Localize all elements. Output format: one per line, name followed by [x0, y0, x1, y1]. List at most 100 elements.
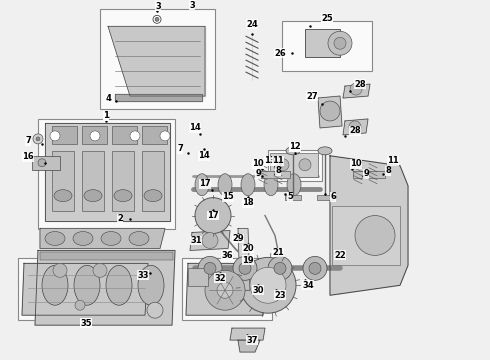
Circle shape [90, 131, 100, 141]
Circle shape [277, 159, 289, 171]
Text: 22: 22 [334, 251, 346, 260]
Bar [142, 151, 164, 211]
Text: 32: 32 [214, 274, 226, 283]
Circle shape [328, 31, 352, 55]
Polygon shape [238, 229, 250, 290]
Polygon shape [186, 264, 265, 315]
Circle shape [268, 256, 292, 280]
Text: 16: 16 [22, 152, 34, 161]
Text: 8: 8 [275, 166, 281, 175]
Ellipse shape [84, 190, 102, 202]
Text: 1: 1 [103, 112, 109, 121]
Ellipse shape [144, 190, 162, 202]
Polygon shape [40, 229, 165, 248]
Text: 11: 11 [387, 156, 399, 165]
Ellipse shape [42, 265, 68, 305]
Circle shape [33, 134, 43, 144]
Text: 20: 20 [242, 244, 254, 253]
Bar [112, 151, 134, 211]
Text: 36: 36 [221, 251, 233, 260]
Ellipse shape [241, 174, 255, 195]
Ellipse shape [106, 265, 132, 305]
Text: 7: 7 [25, 136, 31, 145]
Ellipse shape [264, 174, 278, 195]
Ellipse shape [74, 265, 100, 305]
Circle shape [240, 257, 296, 313]
Polygon shape [190, 230, 230, 251]
Circle shape [36, 137, 40, 141]
Text: 29: 29 [232, 234, 244, 243]
Text: 31: 31 [190, 236, 202, 245]
Bar [268, 150, 322, 181]
Bar [32, 156, 60, 170]
Bar [112, 126, 137, 144]
Text: 27: 27 [306, 91, 318, 100]
Bar [332, 206, 400, 265]
Polygon shape [318, 96, 342, 128]
Polygon shape [238, 340, 260, 352]
Ellipse shape [218, 174, 232, 195]
Circle shape [130, 131, 140, 141]
Text: 14: 14 [198, 151, 210, 160]
Bar [270, 153, 318, 177]
Ellipse shape [54, 190, 72, 202]
Bar [52, 151, 74, 211]
Circle shape [195, 198, 231, 234]
Ellipse shape [45, 231, 65, 246]
Circle shape [233, 256, 257, 280]
Circle shape [239, 262, 251, 274]
Text: 12: 12 [289, 142, 301, 151]
Circle shape [38, 159, 46, 167]
Bar [305, 29, 340, 57]
Text: 34: 34 [302, 281, 314, 290]
Circle shape [155, 17, 159, 21]
Bar [282, 21, 372, 71]
Circle shape [93, 264, 107, 277]
Bar [40, 252, 173, 260]
Polygon shape [330, 156, 408, 295]
Text: 37: 37 [246, 336, 258, 345]
Text: 2: 2 [117, 214, 123, 223]
Bar [52, 126, 77, 144]
Text: 35: 35 [80, 319, 92, 328]
Ellipse shape [129, 231, 149, 246]
Circle shape [50, 131, 60, 141]
Bar [38, 119, 175, 229]
Bar [285, 195, 301, 200]
Text: 36: 36 [221, 251, 233, 260]
Circle shape [355, 216, 395, 255]
Circle shape [320, 101, 340, 121]
Ellipse shape [286, 147, 300, 155]
Circle shape [303, 256, 327, 280]
Text: 30: 30 [252, 286, 264, 295]
Text: 18: 18 [242, 198, 254, 207]
Text: 14: 14 [189, 123, 201, 132]
Text: 35: 35 [80, 319, 92, 328]
Circle shape [75, 300, 85, 310]
Text: 26: 26 [274, 49, 286, 58]
Polygon shape [45, 123, 170, 221]
Bar [18, 258, 155, 320]
Ellipse shape [287, 174, 301, 195]
Text: 15: 15 [222, 192, 234, 201]
Polygon shape [115, 94, 202, 101]
Text: 28: 28 [354, 80, 366, 89]
Circle shape [350, 83, 362, 95]
Bar [188, 268, 208, 286]
Text: 7: 7 [177, 144, 183, 153]
Circle shape [147, 302, 163, 318]
Text: 6: 6 [330, 192, 336, 201]
Circle shape [334, 37, 346, 49]
Polygon shape [22, 264, 148, 315]
Ellipse shape [114, 190, 132, 202]
Polygon shape [343, 119, 368, 135]
Ellipse shape [138, 265, 164, 305]
Text: 4: 4 [105, 94, 111, 103]
Ellipse shape [195, 174, 209, 195]
Text: 12: 12 [289, 142, 301, 151]
Circle shape [205, 270, 245, 310]
Circle shape [349, 121, 361, 133]
Text: 21: 21 [272, 248, 284, 257]
Circle shape [299, 159, 311, 171]
Circle shape [202, 233, 218, 248]
